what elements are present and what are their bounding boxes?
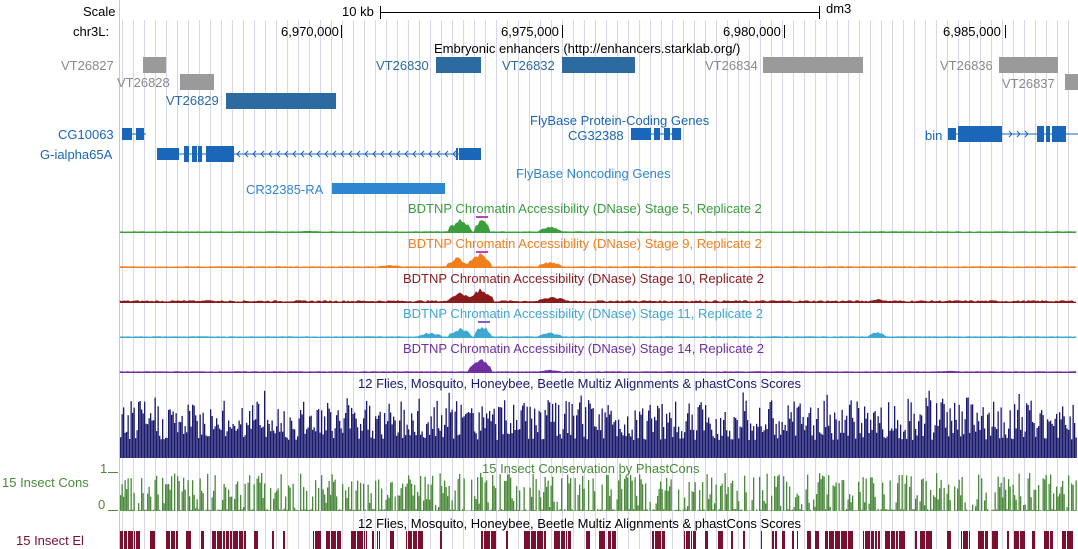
dnase-stage9-title[interactable]: BDTNP Chromatin Accessibility (DNase) St… bbox=[408, 236, 762, 251]
enhancer-box bbox=[180, 74, 214, 90]
ruler-position-2: 6,975,000 bbox=[501, 24, 559, 39]
enhancer-label[interactable]: VT26830 bbox=[376, 58, 429, 73]
noncoding-track-title[interactable]: FlyBase Noncoding Genes bbox=[516, 166, 671, 181]
gene-g-ialpha65a bbox=[157, 146, 481, 162]
dnase-stage11-title[interactable]: BDTNP Chromatin Accessibility (DNase) St… bbox=[403, 306, 764, 321]
assembly-label: dm3 bbox=[826, 1, 852, 16]
enhancer-label[interactable]: VT26834 bbox=[705, 58, 758, 73]
elements-track-title[interactable]: 12 Flies, Mosquito, Honeybee, Beetle Mul… bbox=[358, 516, 801, 531]
enhancer-box bbox=[763, 57, 863, 73]
dnase-signal-2 bbox=[119, 288, 1077, 303]
enhancer-box bbox=[1065, 74, 1078, 90]
dnase-stage5-title[interactable]: BDTNP Chromatin Accessibility (DNase) St… bbox=[408, 201, 762, 216]
protein-coding-track-title[interactable]: FlyBase Protein-Coding Genes bbox=[530, 113, 710, 128]
enhancers-track-title[interactable]: Embryonic enhancers (http://enhancers.st… bbox=[434, 41, 741, 56]
enhancer-box bbox=[436, 57, 481, 73]
dnase-stage14-title[interactable]: BDTNP Chromatin Accessibility (DNase) St… bbox=[403, 341, 765, 356]
phastcons-side-label[interactable]: 15 Insect Cons bbox=[2, 475, 89, 490]
phastcons-track-title[interactable]: 15 Insect Conservation by PhastCons bbox=[482, 461, 700, 476]
enhancer-box bbox=[143, 57, 166, 73]
enhancer-label[interactable]: VT26836 bbox=[940, 58, 993, 73]
multiz-track-title[interactable]: 12 Flies, Mosquito, Honeybee, Beetle Mul… bbox=[358, 376, 801, 391]
ruler-position-3: 6,980,000 bbox=[723, 24, 781, 39]
gene-label[interactable]: G-ialpha65A bbox=[40, 147, 113, 162]
enhancer-label[interactable]: VT26827 bbox=[61, 58, 114, 73]
chrom-label: chr3L: bbox=[73, 24, 110, 39]
enhancer-box bbox=[562, 57, 635, 73]
enhancer-box bbox=[999, 57, 1058, 73]
dnase-signal-3 bbox=[119, 327, 1077, 338]
enhancer-label[interactable]: VT26829 bbox=[166, 93, 219, 108]
noncoding-gene-label[interactable]: CR32385-RA bbox=[246, 182, 324, 197]
ruler-position-1: 6,970,000 bbox=[281, 24, 339, 39]
enhancer-box bbox=[226, 93, 336, 109]
elements-side-label[interactable]: 15 Insect El bbox=[16, 533, 84, 548]
gene-label[interactable]: CG32388 bbox=[568, 128, 624, 143]
enhancer-label[interactable]: VT26832 bbox=[502, 58, 555, 73]
noncoding-gene-cr32385 bbox=[332, 183, 445, 194]
scale-label: Scale bbox=[83, 4, 116, 19]
ruler-position-4: 6,985,000 bbox=[943, 24, 1001, 39]
peak-clip-marker bbox=[476, 251, 488, 253]
phastcons-ymax: 1 bbox=[100, 461, 108, 476]
enhancer-label[interactable]: VT26837 bbox=[1002, 76, 1055, 91]
dnase-signal-0 bbox=[119, 218, 1077, 233]
gene-label[interactable]: CG10063 bbox=[58, 127, 114, 142]
gene-bin bbox=[948, 126, 1078, 142]
dnase-stage10-title[interactable]: BDTNP Chromatin Accessibility (DNase) St… bbox=[403, 271, 765, 286]
multiz-bars bbox=[120, 390, 1077, 458]
enhancer-label[interactable]: VT26828 bbox=[117, 75, 170, 90]
dnase-signal-4 bbox=[119, 359, 1077, 373]
conserved-elements bbox=[120, 531, 1073, 549]
dnase-signal-1 bbox=[119, 253, 1077, 268]
peak-clip-marker bbox=[478, 321, 490, 323]
gene-cg10063 bbox=[122, 128, 146, 140]
gene-cg32388 bbox=[631, 128, 681, 140]
peak-clip-marker bbox=[476, 216, 488, 218]
scalebar-label: 10 kb bbox=[342, 4, 374, 19]
phastcons-bars bbox=[120, 473, 1077, 511]
phastcons-ymin: 0 bbox=[98, 497, 106, 512]
gene-label[interactable]: bin bbox=[925, 128, 943, 143]
